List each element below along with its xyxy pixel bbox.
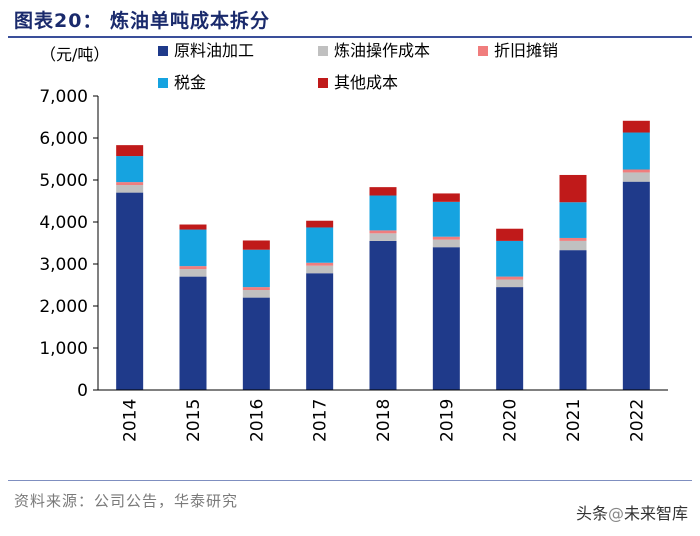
legend-swatch [158,78,168,88]
bar-segment [622,132,650,170]
bar-segment [116,145,144,157]
y-tick-label: 3,000 [39,255,88,275]
bar-segment [242,297,270,390]
y-tick-label: 0 [77,381,88,401]
bar-segment [559,202,587,238]
x-axis: 2014 2015 2016 2017 2018 2019 2020 2021 2022 [98,389,668,442]
bar-segment [369,240,397,390]
legend-label: 炼油操作成本 [334,41,430,60]
bar-segment [622,172,650,182]
bar-segment [432,239,460,248]
chart-title: 图表20： 炼油单吨成本拆分 [14,10,271,32]
legend-label: 税金 [174,73,206,92]
bar-segment [242,287,270,291]
x-tick-label: 2016 [247,399,267,442]
bar-segment [306,220,334,228]
watermark-at: @ [607,504,624,523]
bar-segment [496,279,524,288]
x-tick-label: 2014 [121,399,141,442]
bar-segment [242,249,270,288]
bar-segment [116,185,144,193]
bar-segment [432,247,460,390]
legend-swatch [318,46,328,56]
bar-segment [116,192,144,390]
bar-segment [496,240,524,277]
bar-segment [559,250,587,390]
x-tick-label: 2021 [564,399,584,442]
watermark-name: 未来智库 [623,504,688,523]
y-tick-label: 5,000 [39,171,88,191]
y-axis-label: （元/吨） [40,45,109,64]
bars [116,120,650,390]
y-tick-label: 6,000 [39,129,88,149]
watermark: 头条@未来智库 [576,500,688,524]
x-tick-label: 2020 [501,399,521,442]
bar-segment [432,201,460,237]
bar-segment [559,237,587,241]
legend-label: 折旧摊销 [494,41,558,60]
bar-segment [179,266,207,270]
y-tick-label: 2,000 [39,297,88,317]
bar-segment [432,236,460,240]
bar-segment [179,229,207,267]
bar-segment [116,156,144,183]
x-tick-label: 2018 [374,399,394,442]
bar-segment [496,276,524,280]
watermark-prefix: 头条 [575,504,608,523]
bar-segment [622,120,650,133]
legend-swatch [478,46,488,56]
legend-swatch [318,78,328,88]
bar-segment [369,187,397,196]
bar-segment [496,287,524,390]
bar-segment [622,181,650,390]
footer-rule [8,480,692,481]
bar-segment [496,228,524,241]
bar-segment [306,227,334,263]
bar-segment [179,276,207,390]
bar-segment [242,290,270,298]
bar-segment [369,195,397,231]
bar-segment [369,230,397,234]
y-axis: 0 1,000 2,000 3,000 4,000 5,000 6,000 7,000 [39,87,99,401]
legend-label: 其他成本 [334,73,398,92]
bar-segment [306,273,334,390]
bar-segment [369,233,397,241]
bar-segment [559,240,587,251]
title-rule [8,36,692,38]
y-tick-label: 4,000 [39,213,88,233]
bar-segment [242,240,270,250]
legend-label: 原料油加工 [174,41,254,60]
x-tick-label: 2015 [184,399,204,442]
x-tick-label: 2022 [627,399,647,442]
bar-segment [116,182,144,186]
bar-segment [622,169,650,173]
x-tick-label: 2019 [437,399,457,442]
x-tick-label: 2017 [311,399,331,442]
stacked-bar-chart: 0 1,000 2,000 3,000 4,000 5,000 6,000 7,000 201… [39,41,668,442]
bar-segment [179,269,207,277]
y-tick-label: 7,000 [39,87,88,107]
legend-swatch [158,46,168,56]
bar-segment [306,265,334,274]
bar-segment [432,193,460,202]
bar-segment [179,224,207,230]
y-tick-label: 1,000 [39,339,88,359]
bar-segment [306,262,334,266]
bar-segment [559,174,587,203]
source-note: 资料来源：公司公告，华泰研究 [14,492,239,510]
